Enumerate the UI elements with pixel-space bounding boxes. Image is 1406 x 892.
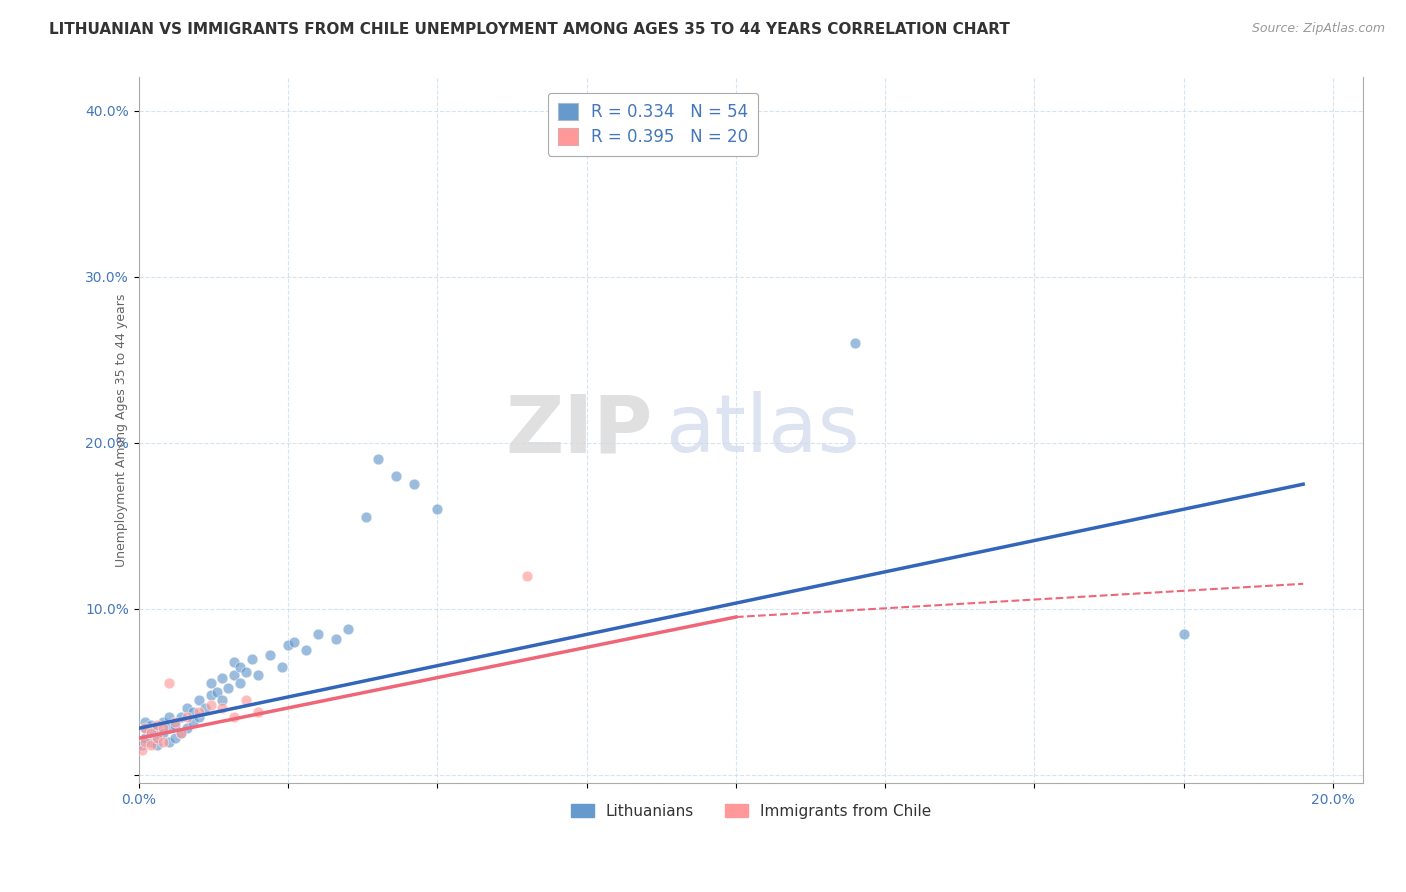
Point <box>224 655 246 669</box>
Point <box>170 726 193 740</box>
Point <box>163 731 186 746</box>
Point <box>176 709 198 723</box>
Point <box>307 626 329 640</box>
Point <box>205 684 228 698</box>
Point <box>187 705 209 719</box>
Point <box>247 705 270 719</box>
Point <box>217 681 239 696</box>
Legend: Lithuanians, Immigrants from Chile: Lithuanians, Immigrants from Chile <box>565 797 938 825</box>
Point <box>146 718 169 732</box>
Point <box>134 721 156 735</box>
Point <box>176 701 198 715</box>
Point <box>211 672 233 686</box>
Point <box>1173 626 1195 640</box>
Point <box>277 638 299 652</box>
Point <box>224 668 246 682</box>
Point <box>139 718 162 732</box>
Text: Source: ZipAtlas.com: Source: ZipAtlas.com <box>1251 22 1385 36</box>
Point <box>211 693 233 707</box>
Point <box>200 676 222 690</box>
Point <box>426 502 449 516</box>
Point <box>139 726 162 740</box>
Point <box>163 718 186 732</box>
Point <box>336 622 359 636</box>
Point <box>235 665 257 679</box>
Text: LITHUANIAN VS IMMIGRANTS FROM CHILE UNEMPLOYMENT AMONG AGES 35 TO 44 YEARS CORRE: LITHUANIAN VS IMMIGRANTS FROM CHILE UNEM… <box>49 22 1010 37</box>
Point <box>152 726 174 740</box>
Point <box>146 721 169 735</box>
Point <box>131 743 153 757</box>
Point <box>402 477 425 491</box>
Point <box>283 635 305 649</box>
Point <box>146 731 169 746</box>
Point <box>146 731 169 746</box>
Text: atlas: atlas <box>665 392 859 469</box>
Text: ZIP: ZIP <box>506 392 652 469</box>
Point <box>844 336 866 351</box>
Point <box>271 660 294 674</box>
Point <box>354 510 377 524</box>
Point <box>139 738 162 752</box>
Point <box>295 643 318 657</box>
Point <box>163 714 186 729</box>
Point <box>194 701 217 715</box>
Point <box>152 714 174 729</box>
Point <box>170 709 193 723</box>
Point <box>187 693 209 707</box>
Point <box>170 726 193 740</box>
Point <box>240 651 263 665</box>
Point <box>134 714 156 729</box>
Point <box>152 734 174 748</box>
Point <box>200 688 222 702</box>
Point <box>134 734 156 748</box>
Point <box>516 568 538 582</box>
Point <box>229 660 252 674</box>
Point <box>367 452 389 467</box>
Point <box>157 709 180 723</box>
Point <box>157 676 180 690</box>
Point <box>259 648 281 663</box>
Y-axis label: Unemployment Among Ages 35 to 44 years: Unemployment Among Ages 35 to 44 years <box>115 293 128 567</box>
Point <box>187 709 209 723</box>
Point <box>224 709 246 723</box>
Point <box>146 738 169 752</box>
Point <box>139 734 162 748</box>
Point <box>325 632 347 646</box>
Point <box>157 721 180 735</box>
Point <box>211 701 233 715</box>
Point <box>139 726 162 740</box>
Point <box>134 721 156 735</box>
Point <box>176 721 198 735</box>
Point <box>181 714 204 729</box>
Point <box>181 705 204 719</box>
Point <box>131 738 153 752</box>
Point <box>229 676 252 690</box>
Point <box>247 668 270 682</box>
Point <box>235 693 257 707</box>
Point <box>157 734 180 748</box>
Point <box>134 731 156 746</box>
Point <box>384 469 406 483</box>
Point <box>200 698 222 712</box>
Point <box>152 721 174 735</box>
